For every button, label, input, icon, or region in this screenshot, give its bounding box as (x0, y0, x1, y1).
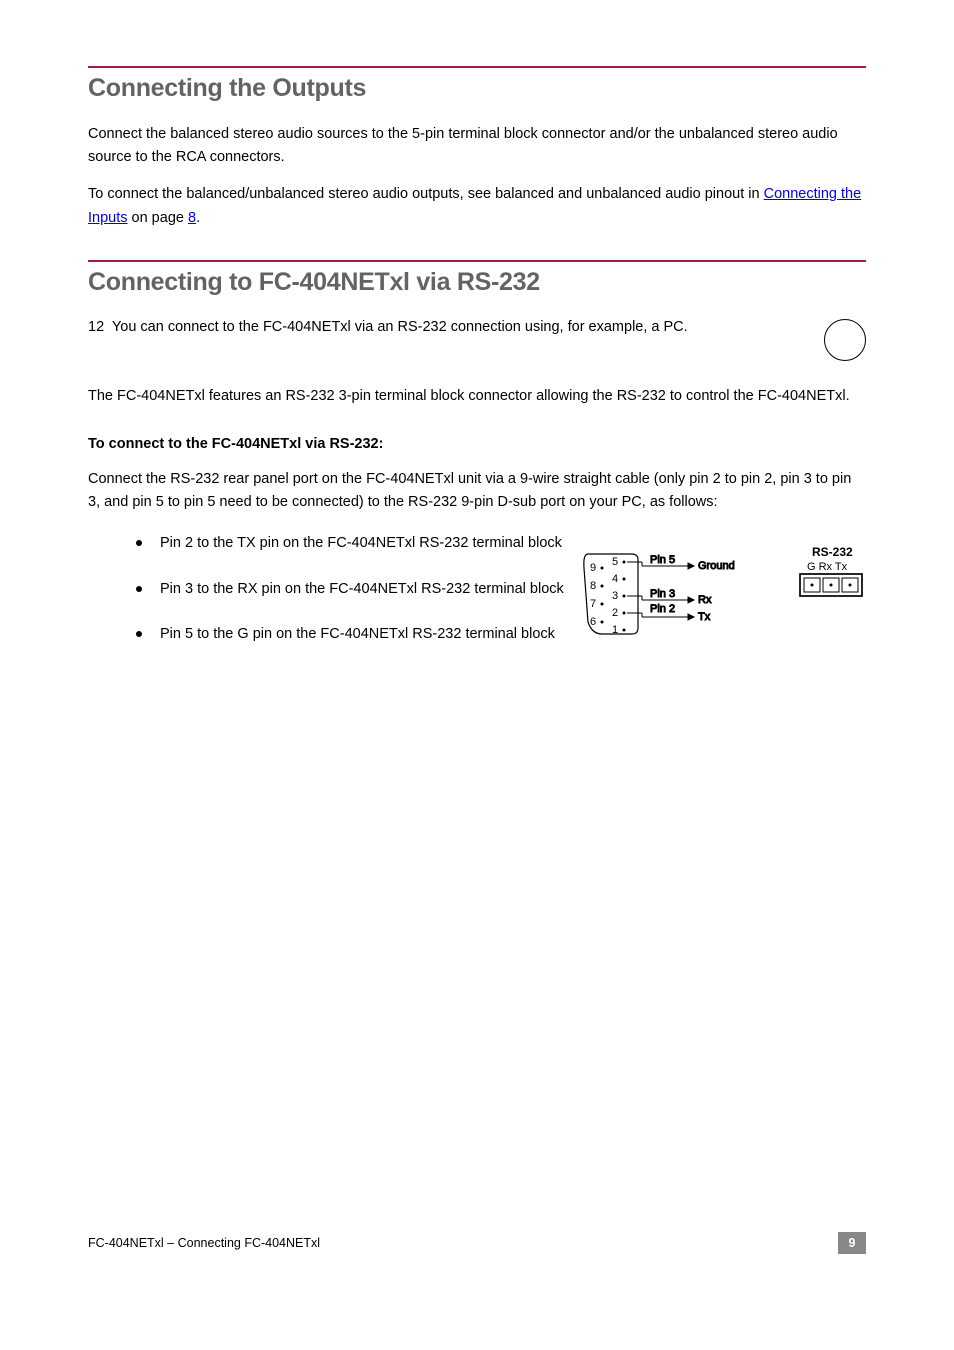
bullet-icon (136, 540, 142, 546)
callout-number: 12 (88, 319, 104, 335)
section-divider (88, 260, 866, 262)
callout-circle-icon (824, 319, 866, 361)
link-page-8[interactable]: 8 (188, 210, 196, 226)
rs232-title: RS-232 (812, 545, 853, 559)
db9-pin-label: 9 (590, 562, 596, 574)
bullet-text: Pin 3 to the RX pin on the FC-404NETxl R… (160, 578, 564, 601)
bullet-list: Pin 2 to the TX pin on the FC-404NETxl R… (88, 532, 576, 668)
list-item: Pin 2 to the TX pin on the FC-404NETxl R… (88, 532, 576, 555)
pin-wire-label: Pin 2 (650, 603, 675, 615)
db9-pin-label: 1 (612, 624, 618, 636)
pin-wire-label: Pin 5 (650, 554, 675, 566)
db9-pin-label: 4 (612, 573, 618, 585)
procedure-heading: To connect to the FC-404NETxl via RS-232… (88, 436, 866, 452)
page-number: 9 (838, 1232, 866, 1254)
section-divider (88, 66, 866, 68)
rs232-labels: G Rx Tx (807, 561, 848, 573)
page-footer: FC-404NETxl – Connecting FC-404NETxl 9 (88, 1232, 866, 1254)
pin-wire-label: Pin 3 (650, 588, 675, 600)
footer-text: FC-404NETxl – Connecting FC-404NETxl (88, 1236, 320, 1250)
section2-para2: The FC-404NETxl features an RS-232 3-pin… (88, 385, 866, 408)
callout-text: You can connect to the FC-404NETxl via a… (112, 319, 688, 335)
section1-heading: Connecting the Outputs (88, 74, 866, 103)
pinout-diagram: 9 8 7 6 5 4 3 2 1 (576, 532, 866, 654)
bullet-icon (136, 586, 142, 592)
section1-para2-mid: on page (128, 210, 188, 226)
pin-dest-label: Tx (698, 611, 711, 623)
db9-pin-label: 5 (612, 556, 618, 568)
section2-heading: Connecting to FC-404NETxl via RS-232 (88, 268, 866, 297)
db9-pin-label: 8 (590, 580, 596, 592)
db9-pin-label: 6 (590, 616, 596, 628)
bullet-text: Pin 5 to the G pin on the FC-404NETxl RS… (160, 623, 555, 646)
section1-para2: To connect the balanced/unbalanced stere… (88, 183, 866, 229)
bullet-text: Pin 2 to the TX pin on the FC-404NETxl R… (160, 532, 562, 555)
db9-pin-label: 2 (612, 607, 618, 619)
list-item: Pin 5 to the G pin on the FC-404NETxl RS… (88, 623, 576, 646)
section1-para1: Connect the balanced stereo audio source… (88, 123, 866, 169)
section1-para2-suffix: . (196, 210, 200, 226)
callout-row: 12 You can connect to the FC-404NETxl vi… (88, 315, 866, 361)
section1-para2-prefix: To connect the balanced/unbalanced stere… (88, 186, 764, 202)
pin-dest-label: Rx (698, 594, 712, 606)
db9-pin-label: 3 (612, 590, 618, 602)
bullet-icon (136, 631, 142, 637)
procedure-intro: Connect the RS-232 rear panel port on th… (88, 468, 866, 514)
list-item: Pin 3 to the RX pin on the FC-404NETxl R… (88, 578, 576, 601)
pin-dest-label: Ground (698, 560, 735, 572)
db9-pin-label: 7 (590, 598, 596, 610)
